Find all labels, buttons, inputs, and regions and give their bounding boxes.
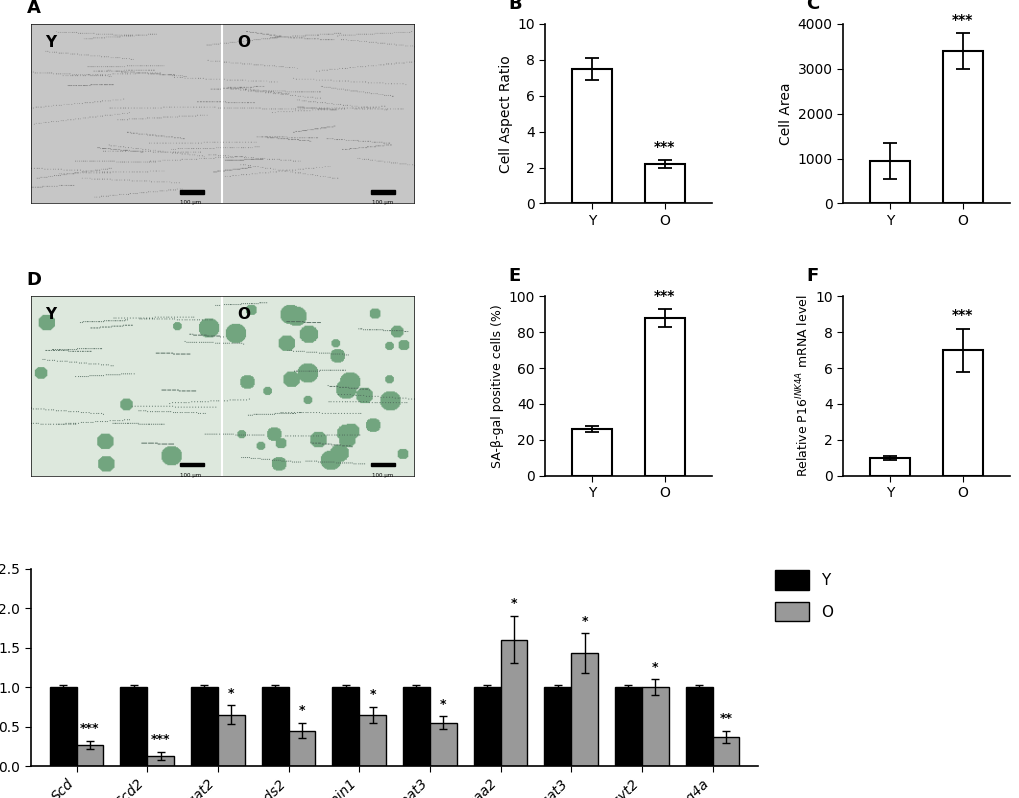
Bar xyxy=(614,687,641,766)
Bar xyxy=(942,350,981,476)
Text: O: O xyxy=(236,35,250,50)
Bar xyxy=(429,723,457,766)
Text: Y: Y xyxy=(46,35,56,50)
Bar xyxy=(179,191,204,194)
Bar xyxy=(147,756,174,766)
Text: 100 μm: 100 μm xyxy=(180,200,202,205)
Bar xyxy=(288,730,315,766)
Bar xyxy=(572,429,611,476)
Text: *: * xyxy=(369,689,376,701)
Text: A: A xyxy=(26,0,41,17)
Bar xyxy=(76,745,103,766)
Text: 100 μm: 100 μm xyxy=(372,200,393,205)
Bar xyxy=(371,191,394,194)
Y-axis label: SA-β-gal positive cells (%): SA-β-gal positive cells (%) xyxy=(491,304,503,468)
Y-axis label: Relative P16$^{INK4A}$ mRNA level: Relative P16$^{INK4A}$ mRNA level xyxy=(794,294,810,477)
Bar xyxy=(942,51,981,203)
Text: *: * xyxy=(511,598,517,610)
Bar xyxy=(641,687,668,766)
Text: C: C xyxy=(806,0,819,14)
Bar xyxy=(262,687,288,766)
Text: *: * xyxy=(651,661,658,674)
Bar xyxy=(572,69,611,203)
Text: 100 μm: 100 μm xyxy=(372,472,393,478)
Legend: Y, O: Y, O xyxy=(766,563,840,629)
Y-axis label: Cell Aspect Ratio: Cell Aspect Ratio xyxy=(498,55,513,172)
Bar xyxy=(473,687,500,766)
Bar xyxy=(179,463,204,466)
Text: Y: Y xyxy=(46,307,56,322)
Text: ***: *** xyxy=(81,722,100,735)
Bar xyxy=(371,463,394,466)
Bar xyxy=(544,687,571,766)
Text: ***: *** xyxy=(653,289,675,302)
Bar xyxy=(644,318,684,476)
Text: *: * xyxy=(439,697,446,711)
Text: ***: *** xyxy=(653,140,675,154)
Bar xyxy=(359,715,385,766)
Text: B: B xyxy=(508,0,522,14)
Text: ***: *** xyxy=(151,733,170,746)
Text: ***: *** xyxy=(951,13,972,26)
Bar xyxy=(120,687,147,766)
Bar xyxy=(685,687,712,766)
Text: *: * xyxy=(299,704,305,717)
Bar xyxy=(869,458,909,476)
Text: *: * xyxy=(581,614,587,628)
Text: ***: *** xyxy=(951,308,972,322)
Bar xyxy=(500,640,527,766)
Bar xyxy=(332,687,359,766)
Bar xyxy=(191,687,218,766)
Bar xyxy=(712,737,739,766)
Text: F: F xyxy=(806,267,818,286)
Bar xyxy=(50,687,76,766)
Text: E: E xyxy=(508,267,521,286)
Text: O: O xyxy=(236,307,250,322)
Text: *: * xyxy=(228,687,234,700)
Bar xyxy=(644,164,684,203)
Bar xyxy=(218,715,245,766)
Bar xyxy=(403,687,429,766)
Bar xyxy=(869,161,909,203)
Text: D: D xyxy=(26,271,42,289)
Y-axis label: Cell Area: Cell Area xyxy=(779,82,793,145)
Text: **: ** xyxy=(718,712,732,725)
Bar xyxy=(571,653,597,766)
Text: 100 μm: 100 μm xyxy=(180,472,202,478)
